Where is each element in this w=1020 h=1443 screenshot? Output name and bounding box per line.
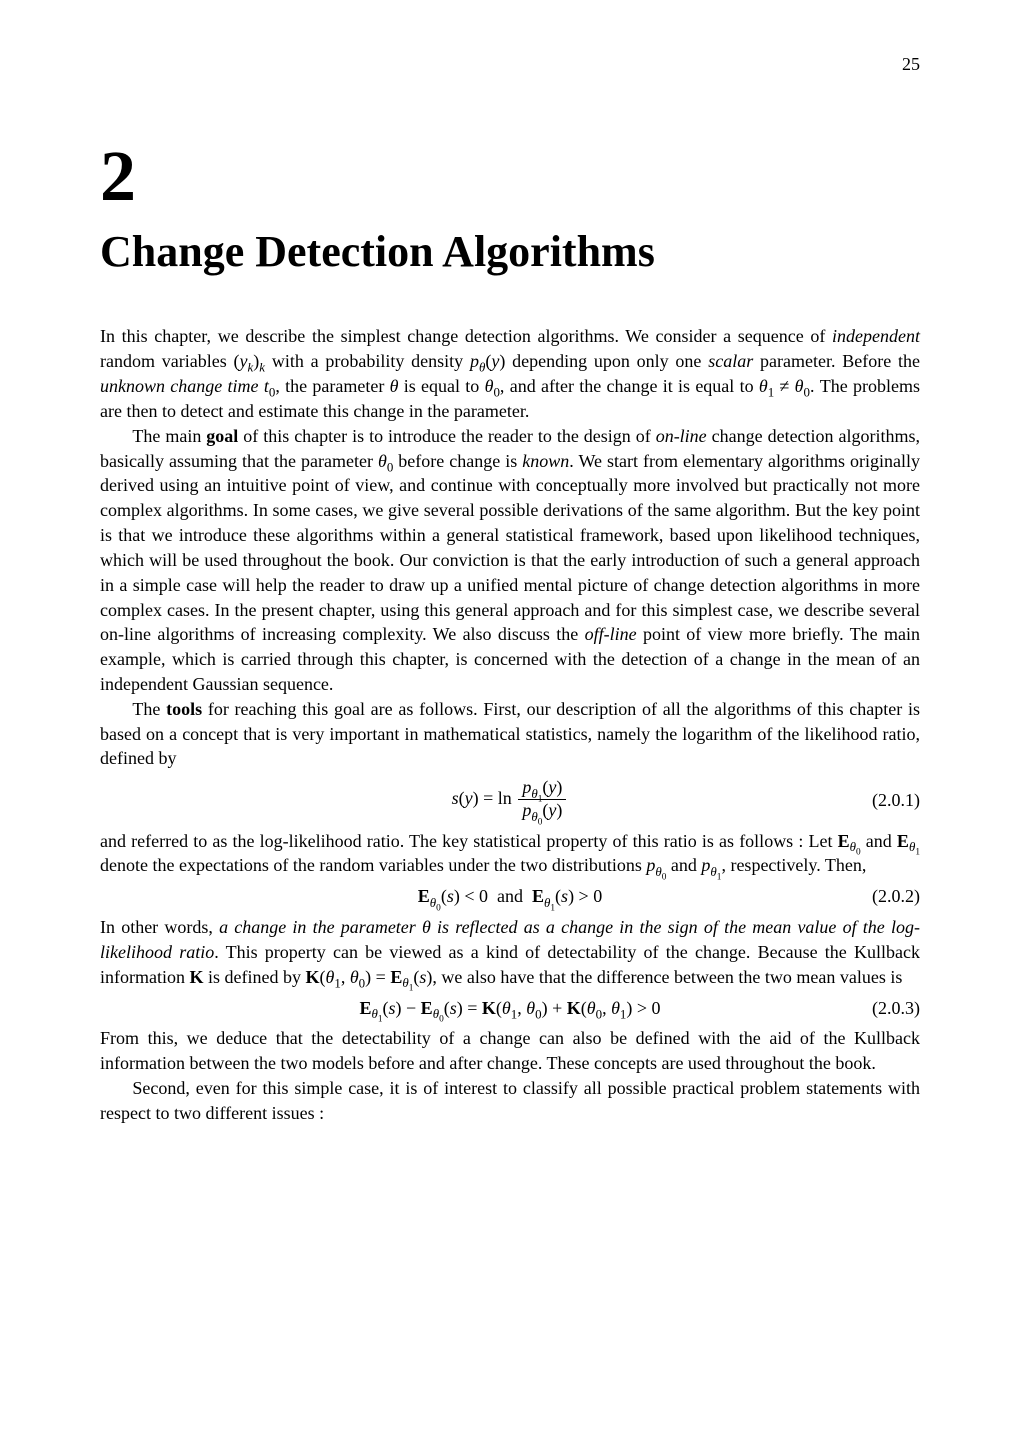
equation-2-0-2: Eθ0(s) < 0 and Eθ1(s) > 0 (2.0.2): [100, 884, 920, 909]
paragraph-tools: The tools for reaching this goal are as …: [100, 697, 920, 771]
equation-content: Eθ0(s) < 0 and Eθ1(s) > 0: [418, 884, 602, 909]
page: 25 2 Change Detection Algorithms In this…: [0, 0, 1020, 1443]
paragraph-goal: The main goal of this chapter is to intr…: [100, 424, 920, 697]
paragraph-second: Second, even for this simple case, it is…: [100, 1076, 920, 1126]
paragraph-intro: In this chapter, we describe the simples…: [100, 324, 920, 423]
equation-2-0-3: Eθ1(s) − Eθ0(s) = K(θ1, θ0) + K(θ0, θ1) …: [100, 996, 920, 1021]
paragraph-detectability: In other words, a change in the paramete…: [100, 915, 920, 989]
body-text: In this chapter, we describe the simples…: [100, 324, 920, 1125]
equation-number: (2.0.2): [872, 884, 920, 909]
paragraph-loglikelihood: and referred to as the log-likelihood ra…: [100, 829, 920, 879]
chapter-title: Change Detection Algorithms: [100, 228, 920, 276]
equation-number: (2.0.3): [872, 996, 920, 1021]
equation-2-0-1: s(y) = ln pθ1(y) pθ0(y) (2.0.1): [100, 777, 920, 822]
equation-content: Eθ1(s) − Eθ0(s) = K(θ1, θ0) + K(θ0, θ1) …: [359, 996, 660, 1021]
equation-content: s(y) = ln pθ1(y) pθ0(y): [452, 777, 569, 822]
paragraph-kullback: From this, we deduce that the detectabil…: [100, 1026, 920, 1076]
equation-number: (2.0.1): [872, 788, 920, 813]
chapter-number: 2: [100, 140, 920, 212]
page-number: 25: [902, 54, 920, 75]
